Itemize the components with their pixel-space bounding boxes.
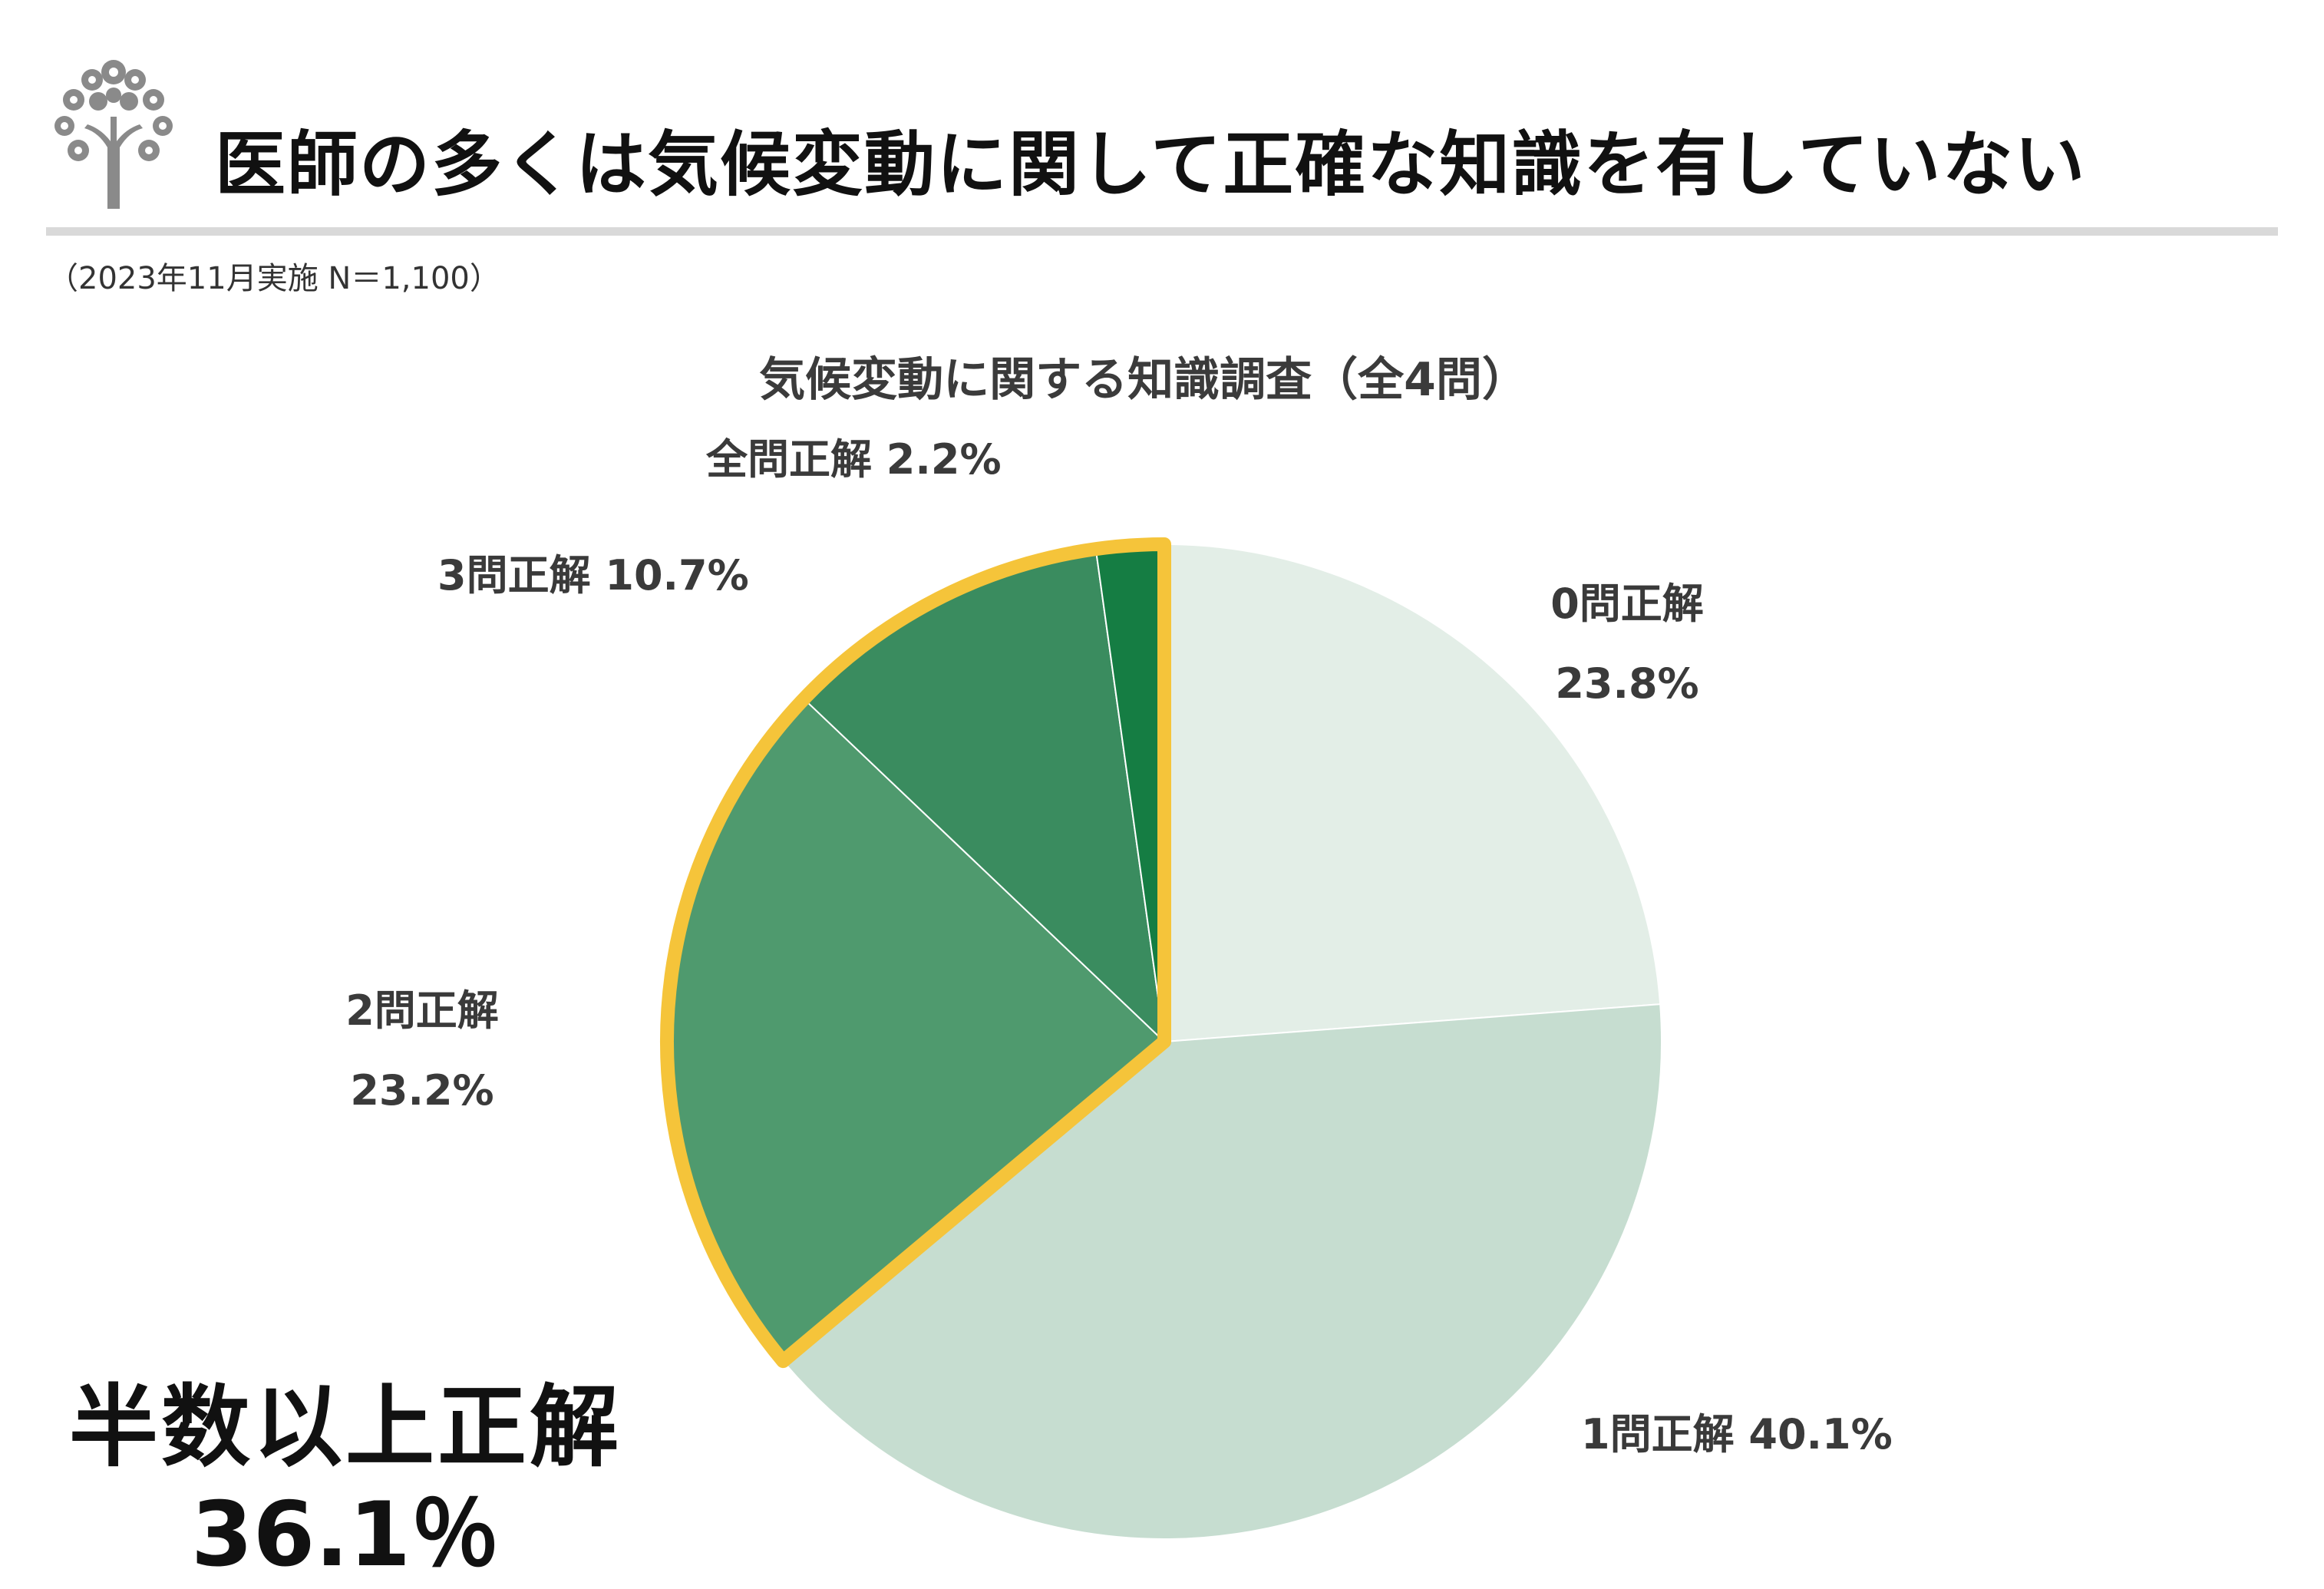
pie-slice-1 — [781, 1003, 1662, 1540]
page-title: 医師の多くは気候変動に関して正確な知識を有していない — [215, 124, 2087, 206]
slice-label-3: 3問正解 10.7% — [437, 551, 749, 600]
summary-value: 36.1％ — [190, 1483, 500, 1587]
chart-title: 気候変動に関する知識調査（全4問） — [759, 353, 1528, 407]
pie-slice-0 — [1164, 543, 1662, 1043]
summary: 半数以上正解 36.1％ — [46, 1374, 645, 1589]
summary-label: 半数以上正解 — [69, 1376, 622, 1479]
slice-label-2: 2問正解 23.2% — [345, 986, 499, 1115]
tree-logo-icon — [45, 55, 183, 209]
slice-label-0: 0問正解 23.8% — [1550, 580, 1704, 708]
slice-label-1: 1問正解 40.1% — [1581, 1410, 1893, 1459]
highlight-outline — [660, 537, 1171, 1369]
slice-label-4: 全問正解 2.2% — [705, 435, 1002, 484]
title-divider — [46, 227, 2278, 236]
survey-note: （2023年11月実施 N＝1,100） — [48, 261, 500, 296]
